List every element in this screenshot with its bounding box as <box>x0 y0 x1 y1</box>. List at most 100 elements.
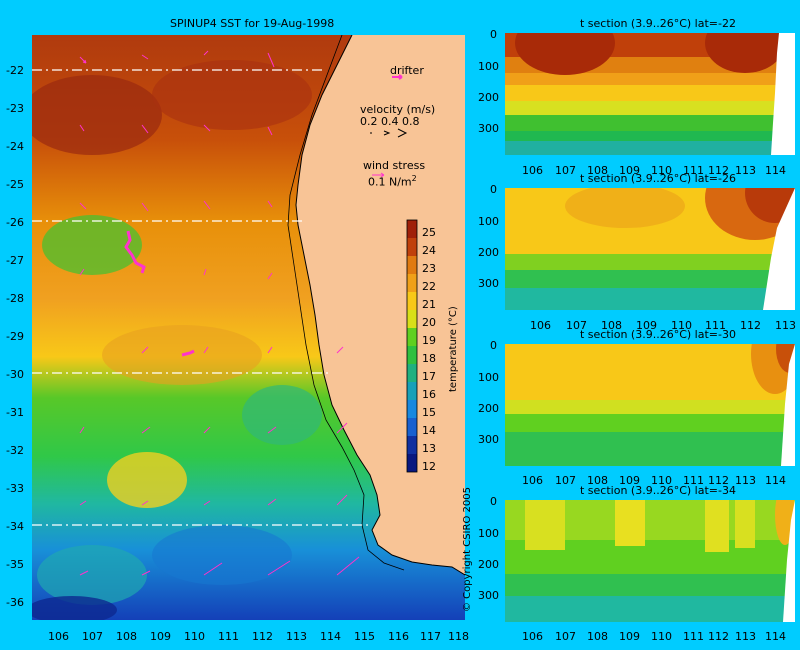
lon-tick: 112 <box>708 474 729 487</box>
lon-tick: 108 <box>587 630 608 643</box>
lon-tick: 106 <box>522 474 543 487</box>
shelf-break-contour <box>287 35 405 571</box>
velocity-scale: 0.2 0.4 0.8 <box>360 115 420 128</box>
lon-tick: 107 <box>566 319 587 332</box>
lon-tick: 107 <box>555 474 576 487</box>
colorbar-tick: 15 <box>422 406 436 419</box>
lon-tick: 107 <box>555 164 576 177</box>
cool-eddy <box>42 215 142 275</box>
wind-stress-title: wind stress <box>363 159 426 172</box>
depth-tick: 100 <box>478 60 499 73</box>
colorbar-tick: 14 <box>422 424 436 437</box>
lat-tick: -23 <box>6 102 24 115</box>
section-canvas <box>505 33 795 155</box>
lon-tick: 112 <box>740 319 761 332</box>
lon-tick: 114 <box>765 630 786 643</box>
lon-tick: 109 <box>636 319 657 332</box>
lat-tick: -28 <box>6 292 24 305</box>
lon-tick: 109 <box>619 630 640 643</box>
lon-tick: 113 <box>735 474 756 487</box>
drifter-legend-arrow <box>392 74 403 80</box>
lat-tick: -34 <box>6 520 24 533</box>
lon-tick: 112 <box>708 164 729 177</box>
coastline <box>295 35 465 576</box>
velocity-vectors <box>79 50 360 576</box>
depth-tick: 100 <box>478 215 499 228</box>
depth-tick: 0 <box>490 28 497 41</box>
section-plot-34 <box>505 500 795 622</box>
drifter-track <box>181 349 195 357</box>
lat-tick: -33 <box>6 482 24 495</box>
lon-tick: 109 <box>619 474 640 487</box>
depth-tick: 300 <box>478 433 499 446</box>
lon-tick: 111 <box>683 474 704 487</box>
section-title-30: t section (3.9..26°C) lat=-30 <box>580 328 736 341</box>
depth-tick: 0 <box>490 495 497 508</box>
lat-tick: -30 <box>6 368 24 381</box>
lon-tick: 110 <box>651 630 672 643</box>
colorbar-tick: 16 <box>422 388 436 401</box>
colorbar-tick: 17 <box>422 370 436 383</box>
lon-tick: 111 <box>683 630 704 643</box>
colorbar-tick: 18 <box>422 352 436 365</box>
lon-tick: 110 <box>671 319 692 332</box>
lon-tick: 113 <box>286 630 307 643</box>
depth-tick: 0 <box>490 183 497 196</box>
section-canvas <box>505 344 795 466</box>
lon-tick: 113 <box>735 630 756 643</box>
lon-tick: 108 <box>587 474 608 487</box>
map-title: SPINUP4 SST for 19-Aug-1998 <box>170 17 335 30</box>
drifter-label: drifter <box>390 64 424 77</box>
cool-eddy <box>152 525 292 585</box>
copyright-notice: © Copyright CSIRO 2005 <box>462 487 473 612</box>
section-plot-26 <box>505 188 795 310</box>
lon-tick: 106 <box>522 630 543 643</box>
colorbar-tick: 24 <box>422 244 436 257</box>
section-title-26: t section (3.9..26°C) lat=-26 <box>580 172 736 185</box>
lat-tick: -29 <box>6 330 24 343</box>
lon-tick: 111 <box>218 630 239 643</box>
lat-tick: -35 <box>6 558 24 571</box>
depth-tick: 200 <box>478 91 499 104</box>
section-title-22: t section (3.9..26°C) lat=-22 <box>580 17 736 30</box>
warm-eddy <box>152 60 312 130</box>
lat-tick: -36 <box>6 596 24 609</box>
australia-land <box>296 35 465 575</box>
lon-tick: 110 <box>651 474 672 487</box>
lon-tick: 118 <box>448 630 469 643</box>
lon-tick: 106 <box>48 630 69 643</box>
cool-eddy <box>242 385 322 445</box>
colorbar-tick: 25 <box>422 226 436 239</box>
velocity-scale-arrows <box>370 128 408 138</box>
colorbar-tick: 13 <box>422 442 436 455</box>
lon-tick: 117 <box>420 630 441 643</box>
lat-tick: -27 <box>6 254 24 267</box>
lon-tick: 108 <box>601 319 622 332</box>
lon-tick: 109 <box>150 630 171 643</box>
section-canvas <box>505 500 795 622</box>
lat-tick: -32 <box>6 444 24 457</box>
section-canvas <box>505 188 795 310</box>
lon-tick: 108 <box>116 630 137 643</box>
lon-tick: 110 <box>651 164 672 177</box>
warm-eddy <box>107 452 187 508</box>
lat-tick: -25 <box>6 178 24 191</box>
lon-tick: 111 <box>683 164 704 177</box>
warm-eddy <box>32 75 162 155</box>
lon-tick: 106 <box>530 319 551 332</box>
lat-tick: -26 <box>6 216 24 229</box>
colorbar <box>406 219 418 473</box>
lon-tick: 107 <box>555 630 576 643</box>
lat-tick: -31 <box>6 406 24 419</box>
lon-tick: 113 <box>735 164 756 177</box>
colorbar-title: temperature (°C) <box>448 306 459 392</box>
section-plot-22 <box>505 33 795 155</box>
depth-tick: 200 <box>478 402 499 415</box>
section-plot-30 <box>505 344 795 466</box>
colorbar-tick: 23 <box>422 262 436 275</box>
depth-tick: 300 <box>478 122 499 135</box>
depth-tick: 300 <box>478 589 499 602</box>
lon-tick: 112 <box>252 630 273 643</box>
section-title-34: t section (3.9..26°C) lat=-34 <box>580 484 736 497</box>
colorbar-tick: 19 <box>422 334 436 347</box>
